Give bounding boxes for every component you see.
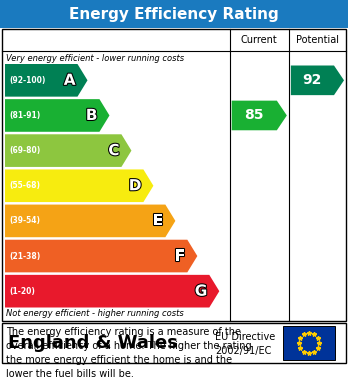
Bar xyxy=(2,29,346,321)
Polygon shape xyxy=(5,134,132,167)
Bar xyxy=(2,323,346,363)
Text: EU Directive: EU Directive xyxy=(215,332,275,342)
Text: B: B xyxy=(86,108,97,123)
Text: (39-54): (39-54) xyxy=(9,216,40,225)
Text: (21-38): (21-38) xyxy=(9,251,40,260)
Polygon shape xyxy=(5,204,175,237)
Text: 2002/91/EC: 2002/91/EC xyxy=(215,346,271,356)
Text: F: F xyxy=(175,249,185,264)
Text: Very energy efficient - lower running costs: Very energy efficient - lower running co… xyxy=(6,54,184,63)
Text: (69-80): (69-80) xyxy=(9,146,40,155)
Text: E: E xyxy=(153,213,163,228)
Polygon shape xyxy=(5,240,197,273)
Text: Energy Efficiency Rating: Energy Efficiency Rating xyxy=(69,7,279,22)
Text: C: C xyxy=(108,143,119,158)
Polygon shape xyxy=(5,275,219,307)
Text: 92: 92 xyxy=(303,74,322,87)
Polygon shape xyxy=(5,64,87,97)
Text: (81-91): (81-91) xyxy=(9,111,40,120)
Text: England & Wales: England & Wales xyxy=(8,334,178,352)
Text: A: A xyxy=(64,73,76,88)
Bar xyxy=(0,0,348,28)
Bar xyxy=(283,326,335,360)
Text: Not energy efficient - higher running costs: Not energy efficient - higher running co… xyxy=(6,309,184,318)
Text: The energy efficiency rating is a measure of the
overall efficiency of a home. T: The energy efficiency rating is a measur… xyxy=(6,327,252,379)
Polygon shape xyxy=(5,169,153,202)
Text: G: G xyxy=(195,284,207,299)
Text: Current: Current xyxy=(241,35,278,45)
Text: D: D xyxy=(129,178,141,193)
Text: Potential: Potential xyxy=(296,35,339,45)
Polygon shape xyxy=(5,99,110,132)
Polygon shape xyxy=(291,66,344,95)
Polygon shape xyxy=(232,100,287,130)
Text: 85: 85 xyxy=(245,108,264,122)
Text: (92-100): (92-100) xyxy=(9,76,45,85)
Text: (55-68): (55-68) xyxy=(9,181,40,190)
Text: (1-20): (1-20) xyxy=(9,287,35,296)
